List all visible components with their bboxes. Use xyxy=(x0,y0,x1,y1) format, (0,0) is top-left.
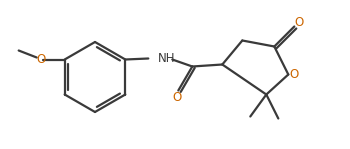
Text: O: O xyxy=(290,68,299,81)
Text: NH: NH xyxy=(158,52,176,65)
Text: O: O xyxy=(36,53,45,66)
Text: O: O xyxy=(295,16,304,29)
Text: O: O xyxy=(173,91,182,104)
